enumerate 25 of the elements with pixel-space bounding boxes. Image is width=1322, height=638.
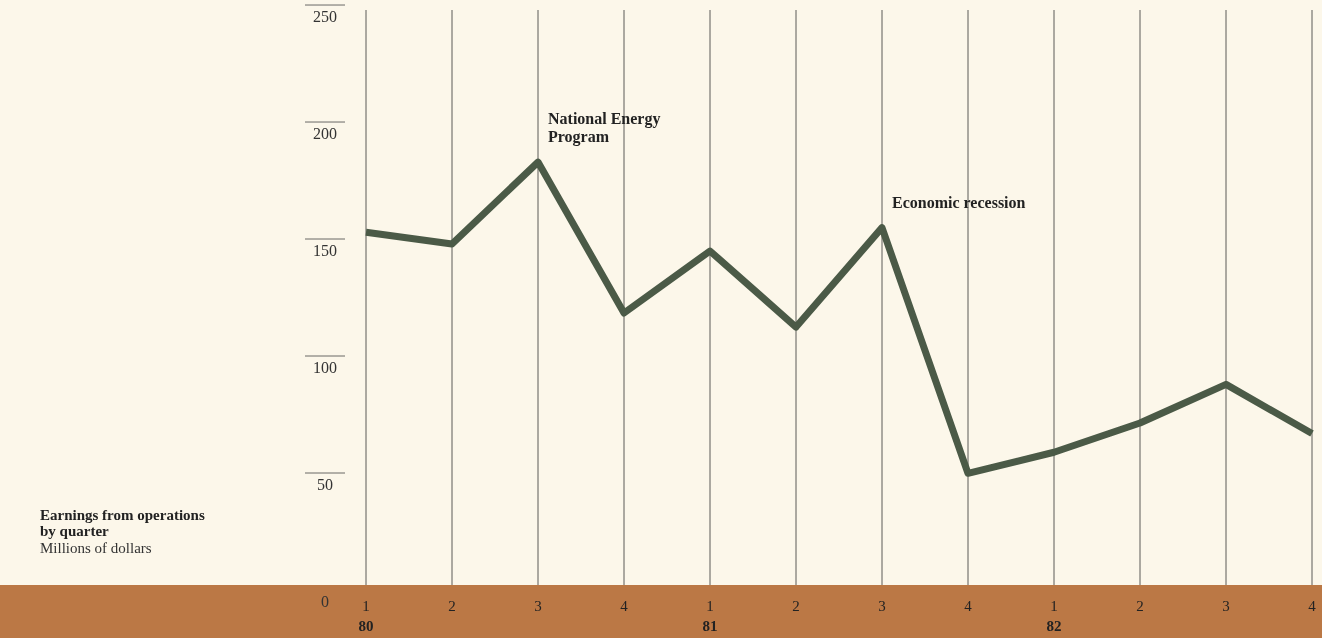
y-tick-label: 150 <box>313 242 337 260</box>
y-tick-label: 100 <box>313 359 337 377</box>
x-tick-label: 4 <box>1308 598 1317 614</box>
text: 80 <box>358 618 374 634</box>
x-tick-label: 2 <box>792 598 800 614</box>
y-tick-label: 200 <box>313 125 337 143</box>
text: 81 <box>702 618 718 634</box>
text: 82 <box>1046 618 1062 634</box>
text: Earnings from operations by quarter <box>40 507 205 539</box>
text: Millions of dollars <box>40 540 152 556</box>
annotation: National Energy Program <box>548 110 661 147</box>
x-tick-label: 1 <box>1050 598 1058 614</box>
x-tick-label: 3 <box>878 598 886 614</box>
y-tick-label: 0 <box>321 593 329 610</box>
x-tick-label: 2 <box>448 598 456 614</box>
x-tick-label: 3 <box>1222 598 1230 614</box>
y-tick-label: 50 <box>317 476 333 493</box>
y-tick-label: 250 <box>313 8 337 26</box>
x-tick-label: 2 <box>1136 598 1144 614</box>
x-tick-label: 1 <box>362 598 370 614</box>
x-tick-label: 4 <box>964 598 973 614</box>
annotation: Economic recession <box>892 193 1026 211</box>
x-tick-label: 1 <box>706 598 714 614</box>
x-tick-label: 3 <box>534 598 542 614</box>
x-tick-label: 4 <box>620 598 629 614</box>
